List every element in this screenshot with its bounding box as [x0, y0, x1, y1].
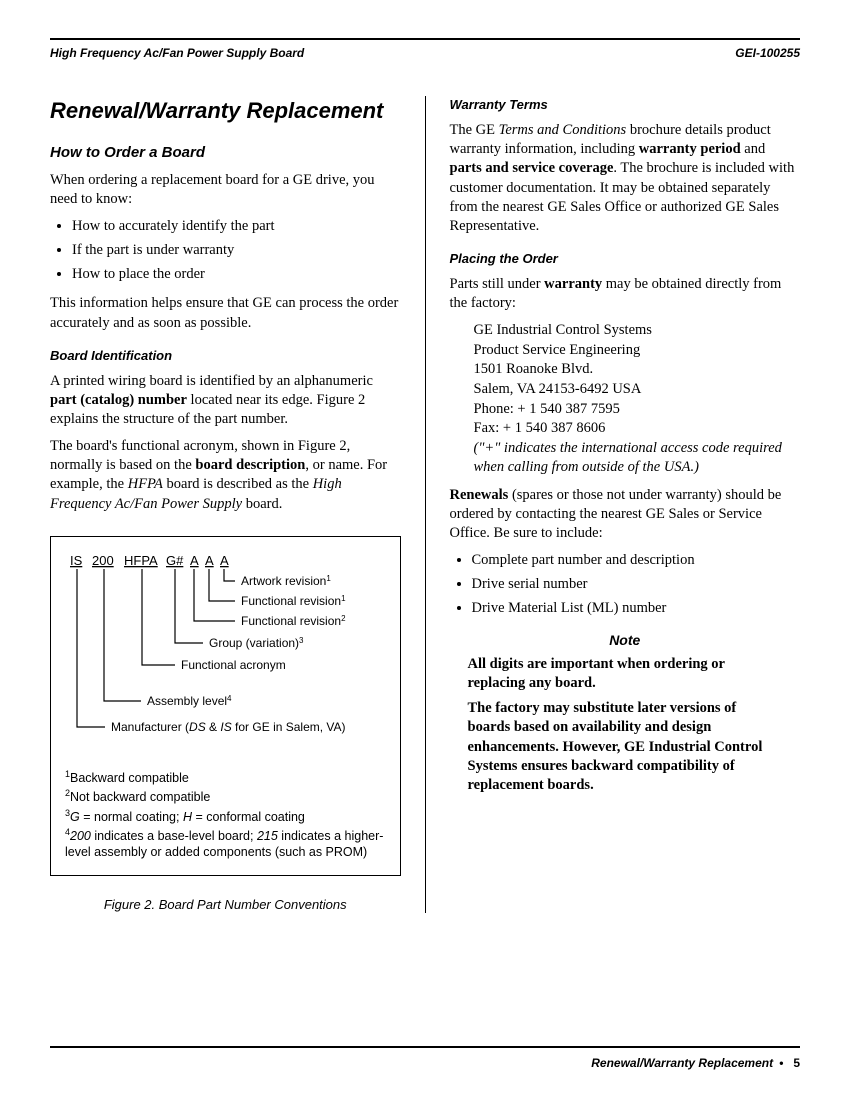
text-italic: Terms and Conditions — [499, 122, 627, 138]
list-item: If the part is under warranty — [72, 241, 401, 260]
content-columns: Renewal/Warranty Replacement How to Orde… — [50, 96, 800, 913]
page-number: 5 — [793, 1056, 800, 1070]
footnote: = normal coating; — [80, 810, 183, 824]
text-bold: board description — [195, 457, 305, 473]
paragraph: A printed wiring board is identified by … — [50, 372, 401, 429]
svg-text:Group (variation)3: Group (variation)3 — [209, 635, 304, 650]
address-line: Salem, VA 24153-6492 USA — [474, 380, 801, 400]
svg-text:Functional acronym: Functional acronym — [181, 658, 286, 672]
paragraph: This information helps ensure that GE ca… — [50, 294, 401, 332]
svg-text:A: A — [205, 553, 214, 568]
footnote: = conformal coating — [192, 810, 305, 824]
note-heading: Note — [450, 631, 801, 649]
svg-text:Functional revision1: Functional revision1 — [241, 593, 346, 608]
note-body: All digits are important when ordering o… — [468, 655, 783, 795]
text: and — [741, 141, 766, 157]
footnote: Backward compatible — [70, 771, 189, 785]
paragraph: Renewals (spares or those not under warr… — [450, 486, 801, 543]
footnote: Not backward compatible — [70, 790, 210, 804]
text-bold: part (catalog) number — [50, 392, 187, 408]
address-line: Product Service Engineering — [474, 341, 801, 361]
footnote: indicates a base-level board; — [91, 829, 257, 843]
footnote: G — [70, 810, 80, 824]
bullet-list: How to accurately identify the part If t… — [50, 217, 401, 284]
footnote: H — [183, 810, 192, 824]
page-footer: Renewal/Warranty Replacement • 5 — [50, 1056, 800, 1070]
subsection-how-to-order: How to Order a Board — [50, 143, 401, 163]
paragraph: The board's functional acronym, shown in… — [50, 437, 401, 514]
subsection-warranty-terms: Warranty Terms — [450, 96, 801, 113]
figure-box: IS 200 HFPA G# A A A — [50, 536, 401, 876]
section-title: Renewal/Warranty Replacement — [50, 96, 401, 125]
right-column: Warranty Terms The GE Terms and Conditio… — [450, 96, 801, 913]
svg-text:Manufacturer (DS & IS for GE i: Manufacturer (DS & IS for GE in Salem, V… — [111, 720, 346, 734]
list-item: How to accurately identify the part — [72, 217, 401, 236]
list-item: Complete part number and description — [472, 551, 801, 570]
text: A printed wiring board is identified by … — [50, 373, 373, 389]
svg-text:Artwork revision1: Artwork revision1 — [241, 573, 331, 588]
text-bold: warranty period — [639, 141, 741, 157]
page-header: High Frequency Ac/Fan Power Supply Board… — [50, 46, 800, 60]
part-number-diagram: IS 200 HFPA G# A A A — [65, 551, 385, 759]
list-item: Drive Material List (ML) number — [472, 599, 801, 618]
text: board. — [242, 496, 282, 512]
text-bold: warranty — [544, 276, 602, 292]
svg-text:HFPA: HFPA — [124, 553, 158, 568]
header-left: High Frequency Ac/Fan Power Supply Board — [50, 46, 304, 60]
note-paragraph: The factory may substitute later version… — [468, 699, 783, 795]
address-note: ("+" indicates the international access … — [474, 439, 801, 478]
svg-text:A: A — [190, 553, 199, 568]
left-column: Renewal/Warranty Replacement How to Orde… — [50, 96, 401, 913]
list-item: Drive serial number — [472, 575, 801, 594]
text-bold: parts and service coverage — [450, 160, 614, 176]
paragraph: Parts still under warranty may be obtain… — [450, 275, 801, 313]
text-bold: Renewals — [450, 487, 509, 503]
footnote: 200 — [70, 829, 91, 843]
subsection-board-id: Board Identification — [50, 347, 401, 364]
address-line: 1501 Roanoke Blvd. — [474, 360, 801, 380]
column-separator — [425, 96, 426, 913]
svg-text:Assembly level4: Assembly level4 — [147, 693, 232, 708]
svg-text:200: 200 — [92, 553, 114, 568]
text: board is described as the — [163, 476, 313, 492]
footer-bullet: • — [779, 1056, 783, 1070]
bullet-list: Complete part number and description Dri… — [450, 551, 801, 618]
svg-text:G#: G# — [166, 553, 184, 568]
address-line: Phone: + 1 540 387 7595 — [474, 400, 801, 420]
address-line: GE Industrial Control Systems — [474, 321, 801, 341]
header-right: GEI-100255 — [735, 46, 800, 60]
address-line: Fax: + 1 540 387 8606 — [474, 419, 801, 439]
factory-address: GE Industrial Control Systems Product Se… — [474, 321, 801, 478]
footnote: 215 — [257, 829, 278, 843]
svg-text:Functional revision2: Functional revision2 — [241, 613, 346, 628]
text-italic: HFPA — [128, 476, 163, 492]
paragraph: The GE Terms and Conditions brochure det… — [450, 121, 801, 236]
text: Parts still under — [450, 276, 545, 292]
top-rule — [50, 38, 800, 40]
svg-text:A: A — [220, 553, 229, 568]
text: The GE — [450, 122, 499, 138]
paragraph: When ordering a replacement board for a … — [50, 171, 401, 209]
svg-text:IS: IS — [70, 553, 83, 568]
subsection-placing-order: Placing the Order — [450, 250, 801, 267]
figure-footnotes: 1Backward compatible 2Not backward compa… — [65, 769, 388, 861]
footer-section: Renewal/Warranty Replacement — [591, 1056, 773, 1070]
bottom-rule — [50, 1046, 800, 1048]
figure-caption: Figure 2. Board Part Number Conventions — [50, 896, 401, 913]
list-item: How to place the order — [72, 265, 401, 284]
note-paragraph: All digits are important when ordering o… — [468, 655, 783, 693]
